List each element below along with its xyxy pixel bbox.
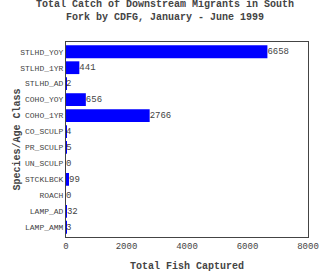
svg-text:32: 32 bbox=[67, 207, 78, 217]
svg-text:PR_SCULP: PR_SCULP bbox=[25, 143, 64, 152]
svg-text:STCKLBCK: STCKLBCK bbox=[25, 175, 64, 184]
svg-text:STLHD_1YR: STLHD_1YR bbox=[20, 63, 63, 72]
svg-text:Species/Age Class: Species/Age Class bbox=[12, 88, 23, 190]
svg-text:COHO_1YR: COHO_1YR bbox=[25, 111, 64, 120]
svg-text:99: 99 bbox=[69, 175, 80, 185]
svg-text:6000: 6000 bbox=[237, 242, 259, 252]
svg-text:441: 441 bbox=[79, 63, 95, 73]
svg-text:4: 4 bbox=[66, 127, 71, 137]
svg-text:LAMP_AMM: LAMP_AMM bbox=[25, 223, 64, 232]
svg-text:ROACH: ROACH bbox=[39, 191, 63, 200]
svg-text:Total Fish Captured: Total Fish Captured bbox=[130, 261, 244, 272]
svg-text:2000: 2000 bbox=[116, 242, 138, 252]
svg-text:2766: 2766 bbox=[150, 111, 172, 121]
svg-text:LAMP_AD: LAMP_AD bbox=[30, 207, 64, 216]
svg-text:CO_SCULP: CO_SCULP bbox=[25, 127, 64, 136]
svg-text:4000: 4000 bbox=[176, 242, 198, 252]
svg-text:6658: 6658 bbox=[267, 47, 289, 57]
svg-text:UN_SCULP: UN_SCULP bbox=[25, 159, 64, 168]
svg-text:0: 0 bbox=[66, 159, 71, 169]
svg-text:5: 5 bbox=[66, 143, 71, 153]
svg-text:STLHD_AD: STLHD_AD bbox=[25, 79, 64, 88]
svg-text:656: 656 bbox=[86, 95, 102, 105]
svg-text:COHO_YOY: COHO_YOY bbox=[25, 95, 64, 104]
svg-text:Total Catch of Downstream Migr: Total Catch of Downstream Migrants in So… bbox=[36, 0, 294, 23]
svg-text:8000: 8000 bbox=[297, 242, 319, 252]
svg-text:STLHD_YOY: STLHD_YOY bbox=[20, 48, 63, 57]
svg-text:0: 0 bbox=[63, 242, 68, 252]
svg-text:0: 0 bbox=[66, 191, 71, 201]
svg-text:3: 3 bbox=[66, 223, 71, 233]
svg-text:2: 2 bbox=[66, 79, 71, 89]
